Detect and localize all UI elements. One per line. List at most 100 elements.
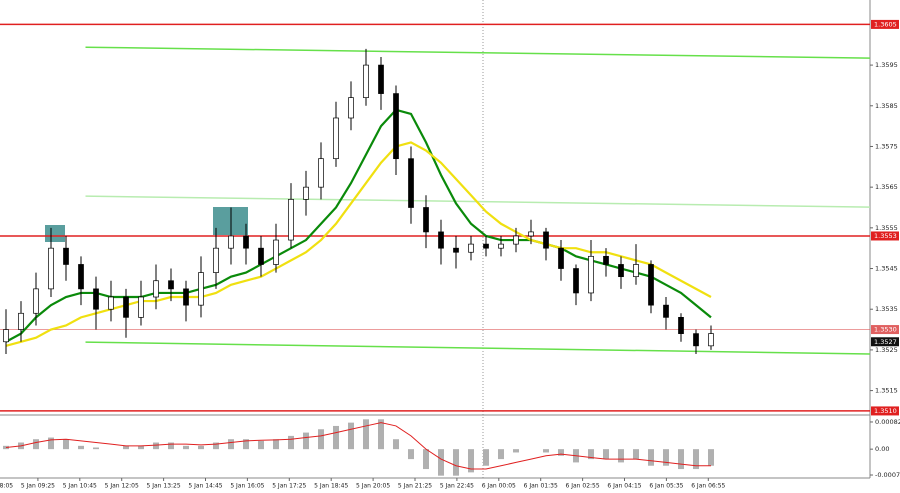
level-label-box	[871, 325, 899, 335]
highlight-box	[45, 225, 65, 242]
macd-bar	[588, 449, 594, 460]
x-tick-label: 6 Jan 05:35	[649, 483, 683, 490]
y-tick-label: 1.3585	[875, 102, 898, 110]
candle-body	[378, 64, 384, 94]
candle-body	[108, 296, 114, 310]
macd-bar	[48, 437, 54, 450]
candle-body	[153, 280, 159, 298]
x-tick-label: 5 Jan 13:25	[147, 483, 181, 490]
macd-bar	[138, 445, 144, 450]
y-tick-label: 1.3595	[875, 61, 898, 69]
macd-bar	[543, 449, 549, 453]
candle-body	[228, 235, 234, 249]
candle-body	[543, 231, 549, 249]
current-price-label: 1.3527	[874, 338, 897, 346]
y-tick-label: 1.3565	[875, 183, 898, 191]
x-tick-label: 6 Jan 00:05	[482, 483, 516, 490]
macd-bar	[483, 449, 489, 466]
candle-body	[168, 280, 174, 290]
macd-bar	[438, 449, 444, 476]
level-label-box	[871, 19, 899, 29]
macd-bar	[498, 449, 504, 460]
candle-body	[363, 64, 369, 98]
trend-line	[85, 341, 871, 355]
candle-body	[198, 272, 204, 306]
x-tick-label: 6 Jan 02:55	[566, 483, 600, 490]
level-label-box	[871, 406, 899, 416]
candle-body	[138, 296, 144, 318]
candle-body	[63, 247, 69, 265]
x-tick-label: 6 Jan 04:15	[607, 483, 641, 490]
macd-bar	[408, 449, 414, 460]
macd-tick-label: 0.00	[875, 445, 889, 453]
candle-body	[18, 312, 24, 330]
candle-body	[123, 296, 129, 318]
candle-body	[663, 304, 669, 318]
y-tick-label: 1.3555	[875, 224, 898, 232]
candle-body	[3, 329, 9, 343]
candle-body	[243, 235, 249, 249]
macd-bar	[273, 439, 279, 450]
y-tick-label: 1.3545	[875, 265, 898, 273]
candle-body	[678, 317, 684, 334]
candle-body	[513, 235, 519, 245]
y-tick-label: 1.3515	[875, 387, 898, 395]
macd-bar	[708, 449, 714, 466]
candle-body	[258, 247, 264, 265]
macd-bar	[123, 445, 129, 450]
candle-body	[633, 264, 639, 278]
candle-body	[453, 247, 459, 253]
macd-bar	[228, 439, 234, 450]
macd-bar	[348, 422, 354, 450]
candle-body	[213, 247, 219, 273]
level-label: 1.3530	[874, 326, 897, 334]
macd-bar	[393, 439, 399, 450]
candle-body	[348, 97, 354, 119]
macd-bar	[168, 442, 174, 450]
macd-bar	[33, 439, 39, 450]
x-tick-label: 6 Jan 06:55	[691, 483, 725, 490]
x-tick-label: 5 Jan 21:25	[398, 483, 432, 490]
candle-body	[483, 243, 489, 249]
candle-body	[48, 247, 54, 290]
x-tick-label: 5 Jan 18:45	[314, 483, 348, 490]
x-tick-label: 5 Jan 20:05	[356, 483, 390, 490]
candle-body	[333, 117, 339, 160]
macd-bar	[243, 439, 249, 450]
macd-bar	[453, 449, 459, 476]
candle-body	[528, 231, 534, 237]
macd-bar	[288, 435, 294, 450]
macd-bar	[468, 449, 474, 473]
candle-body	[693, 333, 699, 347]
macd-bar	[513, 449, 519, 453]
candle-body	[648, 264, 654, 306]
candle-body	[33, 288, 39, 314]
candle-body	[408, 158, 414, 208]
x-tick-label: 5 Jan 14:45	[188, 483, 222, 490]
macd-bar	[558, 449, 564, 456]
macd-bar	[663, 449, 669, 466]
macd-bar	[378, 419, 384, 450]
candle-body	[393, 93, 399, 160]
macd-bar	[63, 439, 69, 450]
candle-body	[618, 264, 624, 278]
candle-body	[603, 255, 609, 265]
candle-body	[288, 199, 294, 241]
candle-body	[78, 264, 84, 290]
macd-tick-label: 0.00082	[875, 418, 900, 426]
candle-body	[468, 243, 474, 253]
macd-bar	[603, 449, 609, 460]
macd-bar	[618, 449, 624, 463]
macd-bar	[183, 445, 189, 450]
macd-signal	[5, 422, 711, 470]
y-tick-label: 1.3535	[875, 305, 898, 313]
macd-bar	[318, 429, 324, 450]
x-tick-label: 5 Jan 08:05	[0, 483, 13, 490]
candle-body	[588, 255, 594, 294]
y-tick-label: 1.3575	[875, 142, 898, 150]
trend-line	[85, 46, 871, 59]
level-label: 1.3510	[874, 407, 897, 415]
